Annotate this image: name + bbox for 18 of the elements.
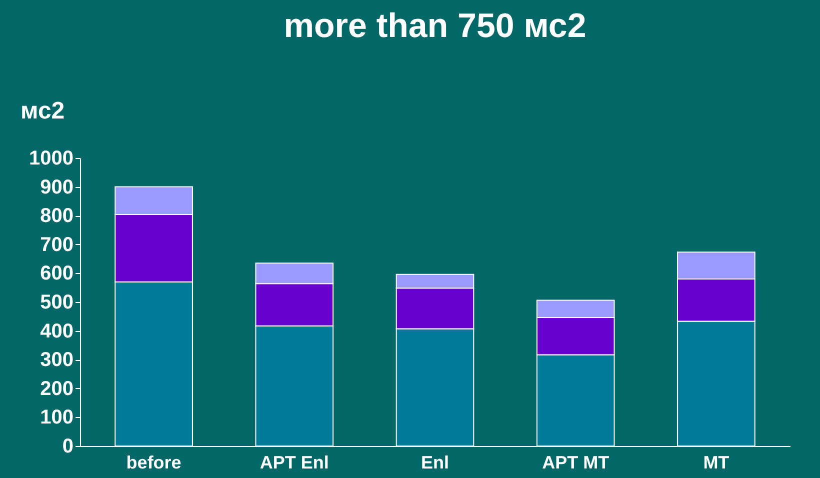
- y-tick-label: 200: [40, 378, 74, 400]
- chart-title: more than 750 мс2: [284, 7, 586, 45]
- x-tick-label: MT: [703, 452, 730, 472]
- y-tick-label: 400: [40, 320, 74, 342]
- x-tick-label: Enl: [420, 452, 450, 472]
- y-tick-label: 100: [40, 406, 74, 429]
- y-tick-label: 700: [40, 234, 74, 256]
- y-tick-label: 300: [40, 349, 74, 372]
- y-tick-label: 900: [40, 176, 74, 198]
- y-tick-label: 1000: [29, 148, 74, 170]
- x-tick-label: APT MT: [542, 452, 610, 472]
- x-tick-label: APT Enl: [260, 452, 329, 472]
- x-tick-label: before: [126, 452, 182, 472]
- y-tick-label: 500: [40, 292, 74, 314]
- y-axis-title: мс2: [20, 98, 65, 124]
- y-tick-label: 0: [62, 436, 74, 458]
- y-tick-label: 600: [40, 262, 74, 285]
- y-tick-label: 800: [40, 205, 74, 228]
